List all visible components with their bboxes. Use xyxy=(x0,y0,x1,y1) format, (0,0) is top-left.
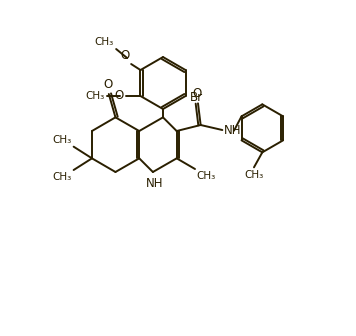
Text: O: O xyxy=(115,88,124,101)
Text: O: O xyxy=(120,49,130,62)
Text: NH: NH xyxy=(224,124,241,137)
Text: CH₃: CH₃ xyxy=(53,172,72,182)
Text: CH₃: CH₃ xyxy=(244,170,263,180)
Text: NH: NH xyxy=(146,177,163,190)
Text: CH₃: CH₃ xyxy=(85,91,105,101)
Text: CH₃: CH₃ xyxy=(95,37,114,47)
Text: CH₃: CH₃ xyxy=(197,171,216,181)
Text: Br: Br xyxy=(189,91,203,104)
Text: CH₃: CH₃ xyxy=(53,135,72,145)
Text: O: O xyxy=(193,87,202,100)
Text: O: O xyxy=(104,78,113,91)
